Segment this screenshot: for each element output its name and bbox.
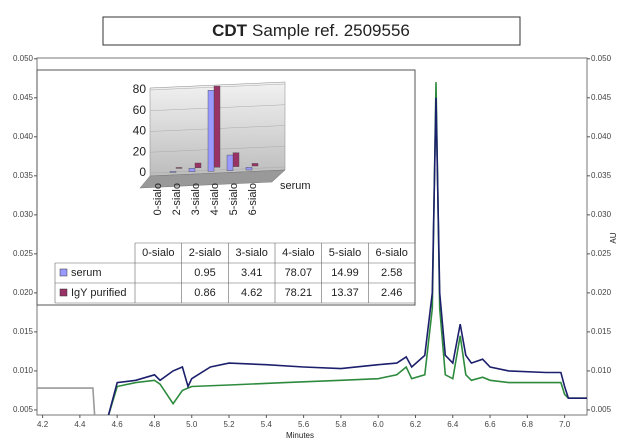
- inset: 0 20 40 60 80 0-sialo 2-sialo 3-sialo 4-sialo 5-s…: [54, 82, 416, 304]
- inset-bar: [175, 167, 183, 169]
- inset-z-label: serum: [280, 180, 311, 192]
- inset-x-tick-label: 3-sialo: [190, 183, 202, 215]
- y-tick-label: 0.050: [13, 54, 34, 63]
- table-header: 2-sialo: [189, 247, 221, 259]
- y-tick-label: 0.010: [13, 366, 34, 375]
- x-tick-label: 7.0: [559, 420, 571, 429]
- trace-line: [107, 97, 587, 415]
- x-tick-label: 4.4: [74, 420, 86, 429]
- axes: 4.2 4.4 4.6 4.8 5.0 5.2 5.4 5.6 5.8 6.0 6.2 6.4 6.6 6…: [13, 54, 612, 429]
- chart-title: CDT Sample ref. 2509556: [212, 21, 410, 40]
- y-tick-label: 0.025: [13, 249, 34, 258]
- inset-y-tick-label: 60: [133, 103, 147, 117]
- table-value: 4.62: [241, 287, 262, 299]
- inset-bar: [232, 152, 240, 167]
- trace-line: [37, 387, 96, 415]
- traces: [37, 82, 587, 415]
- x-tick-label: 6.4: [447, 420, 459, 429]
- table-value: 78.21: [285, 287, 313, 299]
- legend-swatch: [59, 288, 68, 297]
- y2-tick-label: 0.015: [591, 327, 612, 336]
- table-header: 6-sialo: [375, 247, 407, 259]
- title-box: [102, 16, 521, 46]
- inset-x-tick-label: 2-sialo: [171, 183, 183, 215]
- table-value: 13.37: [331, 287, 359, 299]
- inset-bar: [169, 171, 177, 173]
- y2-tick-label: 0.005: [591, 405, 612, 414]
- y-tick-label: 0.020: [13, 288, 34, 297]
- y2-tick-label: 0.050: [591, 54, 612, 63]
- table-value: 0.95: [194, 267, 215, 279]
- y2-tick-label: 0.035: [591, 171, 612, 180]
- table-value: 78.07: [285, 267, 313, 279]
- inset-y-tick-label: 80: [133, 82, 147, 96]
- table-value: 14.99: [331, 267, 359, 279]
- x-tick-label: 4.2: [37, 420, 49, 429]
- x-tick-label: 6.0: [373, 420, 385, 429]
- table-header: 5-sialo: [329, 247, 361, 259]
- inset-bar: [188, 168, 196, 173]
- x-tick-label: 4.6: [112, 420, 124, 429]
- inset-x-tick-label: 0-sialo: [152, 183, 164, 215]
- x-tick-label: 6.8: [522, 420, 534, 429]
- y-tick-label: 0.005: [13, 405, 34, 414]
- y2-tick-label: 0.025: [591, 249, 612, 258]
- title-bold: CDT: [212, 21, 248, 40]
- y2-tick-label: 0.020: [591, 288, 612, 297]
- inset-x-tick-label: 4-sialo: [209, 183, 221, 215]
- x-tick-label: 5.0: [186, 420, 198, 429]
- legend-label: serum: [71, 267, 102, 279]
- inset-bar: [207, 90, 215, 172]
- table-header: 3-sialo: [235, 247, 267, 259]
- inset-bar: [194, 162, 202, 168]
- y2-tick-label: 0.045: [591, 93, 612, 102]
- x-tick-label: 4.8: [149, 420, 161, 429]
- x-tick-label: 6.2: [410, 420, 422, 429]
- legend-label: IgY purified: [71, 287, 126, 299]
- inset-bar: [251, 163, 259, 167]
- y-tick-label: 0.045: [13, 93, 34, 102]
- y-tick-label: 0.035: [13, 171, 34, 180]
- inset-x-tick-label: 5-sialo: [228, 183, 240, 215]
- x-tick-label: 5.8: [335, 420, 347, 429]
- table-value: 2.58: [381, 267, 402, 279]
- x-tick-label: 5.6: [298, 420, 310, 429]
- y2-axis-label: AU: [609, 232, 618, 243]
- inset-bar: [245, 167, 253, 171]
- table-header: 0-sialo: [142, 247, 174, 259]
- x-tick-label: 5.2: [223, 420, 235, 429]
- x-tick-label: 5.4: [261, 420, 273, 429]
- trace-line: [107, 82, 587, 415]
- inset-y-tick-label: 40: [133, 124, 147, 138]
- x-axis-label: Minutes: [286, 431, 314, 440]
- x-tick-label: 6.6: [484, 420, 496, 429]
- table-value: 3.41: [241, 267, 262, 279]
- inset-bar: [213, 85, 221, 168]
- table-value: 0.86: [194, 287, 215, 299]
- y2-tick-label: 0.040: [591, 132, 612, 141]
- table-header: 4-sialo: [282, 247, 314, 259]
- y2-tick-label: 0.010: [591, 366, 612, 375]
- table-value: 2.46: [381, 287, 402, 299]
- inset-y-tick-label: 0: [139, 165, 146, 179]
- inset-floor: [139, 169, 286, 189]
- y-tick-label: 0.030: [13, 210, 34, 219]
- y-tick-label: 0.040: [13, 132, 34, 141]
- title-text: Sample ref. 2509556: [252, 21, 410, 40]
- inset-y-tick-label: 20: [133, 144, 147, 158]
- legend-swatch: [59, 268, 68, 277]
- inset-x-tick-label: 6-sialo: [247, 183, 259, 215]
- y-tick-label: 0.015: [13, 327, 34, 336]
- y2-tick-label: 0.030: [591, 210, 612, 219]
- inset-bar: [226, 154, 234, 171]
